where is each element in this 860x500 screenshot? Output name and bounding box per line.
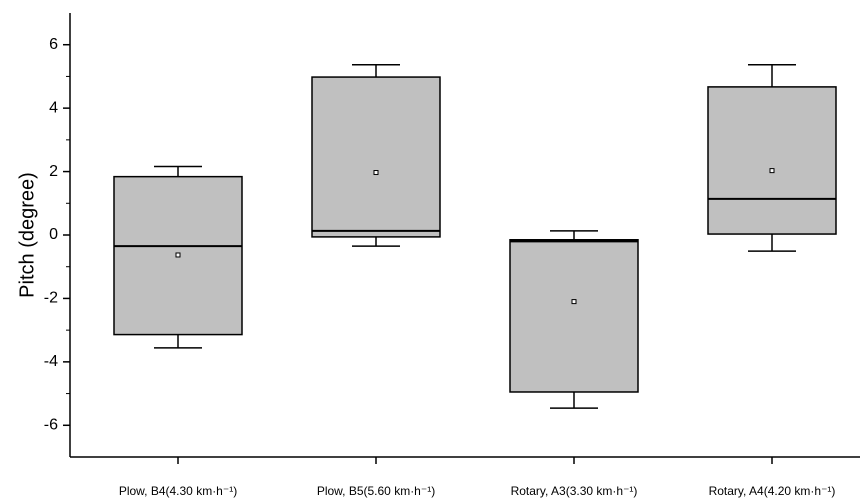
y-tick-label: 4 bbox=[49, 99, 58, 116]
mean-marker bbox=[571, 299, 577, 305]
y-tick-label: -2 bbox=[44, 290, 58, 307]
y-tick-label: 6 bbox=[49, 36, 58, 53]
x-tick-label: Plow, B4(4.30 km·h⁻¹) bbox=[119, 484, 237, 498]
mean-marker bbox=[373, 170, 379, 176]
x-tick-label: Rotary, A4(4.20 km·h⁻¹) bbox=[709, 484, 836, 498]
box bbox=[311, 76, 441, 238]
box bbox=[509, 239, 639, 393]
box bbox=[707, 86, 837, 235]
y-tick-label: 2 bbox=[49, 163, 58, 180]
x-tick-label: Rotary, A3(3.30 km·h⁻¹) bbox=[511, 484, 638, 498]
mean-marker bbox=[769, 168, 775, 174]
y-tick-label: 0 bbox=[49, 226, 58, 243]
y-tick-label: -6 bbox=[44, 417, 58, 434]
y-tick-label: -4 bbox=[44, 353, 58, 370]
x-tick-label: Plow, B5(5.60 km·h⁻¹) bbox=[317, 484, 435, 498]
y-axis-label: Pitch (degree) bbox=[16, 172, 38, 298]
mean-marker bbox=[175, 252, 181, 258]
